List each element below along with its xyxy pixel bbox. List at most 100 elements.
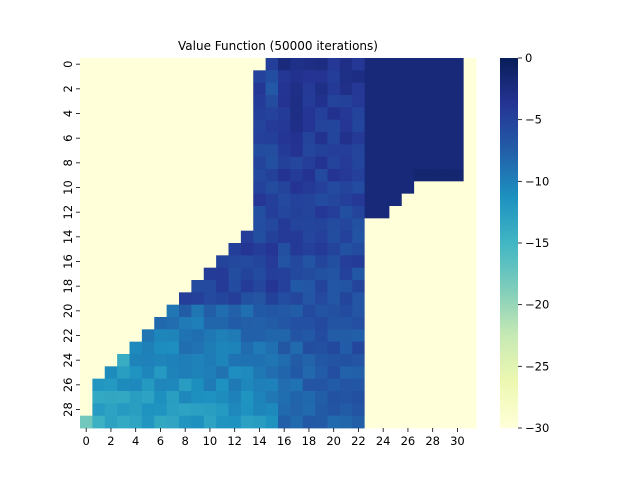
y-tick-label: 12: [61, 205, 75, 220]
heatmap-cell: [352, 58, 366, 71]
heatmap-cell: [179, 391, 192, 404]
heatmap-cell: [463, 366, 477, 380]
heatmap-cell: [414, 292, 427, 306]
heatmap-cell: [166, 415, 180, 429]
heatmap-cell: [414, 415, 427, 429]
heatmap-cell: [141, 366, 155, 380]
colorbar-tick-label: −25: [525, 359, 549, 373]
heatmap-cell: [203, 70, 217, 84]
heatmap-cell: [253, 169, 267, 182]
heatmap-cell: [141, 95, 155, 108]
heatmap-cell: [129, 255, 143, 269]
heatmap-cell: [240, 181, 254, 195]
heatmap-cell: [203, 317, 217, 330]
heatmap-cell: [228, 243, 242, 256]
heatmap-cell: [290, 304, 304, 318]
heatmap-cell: [179, 255, 192, 269]
heatmap-cell: [426, 317, 440, 330]
heatmap-cell: [240, 156, 254, 170]
heatmap-cell: [315, 403, 328, 417]
heatmap-cell: [80, 144, 93, 158]
heatmap-cell: [401, 132, 415, 145]
heatmap-cell: [228, 206, 242, 219]
heatmap-cell: [191, 70, 205, 84]
heatmap-cell: [414, 255, 427, 269]
heatmap-cell: [240, 255, 254, 269]
heatmap-cell: [117, 230, 130, 244]
heatmap-cell: [302, 391, 316, 404]
heatmap-cell: [377, 354, 390, 367]
heatmap-cell: [364, 206, 378, 219]
heatmap-cell: [414, 107, 427, 121]
heatmap-cell: [141, 132, 155, 145]
heatmap-cell: [92, 218, 106, 232]
heatmap-cell: [240, 354, 254, 367]
heatmap-cell: [426, 107, 440, 121]
heatmap-cell: [216, 119, 229, 133]
heatmap-cell: [302, 280, 316, 293]
heatmap-cell: [352, 329, 366, 343]
heatmap-cell: [339, 243, 353, 256]
heatmap-cell: [278, 95, 291, 108]
heatmap-cell: [191, 354, 205, 367]
heatmap-cell: [438, 403, 452, 417]
heatmap-cell: [179, 144, 192, 158]
heatmap-cell: [216, 366, 229, 380]
heatmap-cell: [389, 70, 403, 84]
heatmap-cell: [302, 366, 316, 380]
heatmap-cell: [426, 366, 440, 380]
x-tick-label: 8: [182, 434, 189, 448]
heatmap-cell: [240, 144, 254, 158]
heatmap-cell: [129, 329, 143, 343]
heatmap-cell: [253, 403, 267, 417]
heatmap-cell: [129, 366, 143, 380]
heatmap-cell: [154, 70, 168, 84]
x-tick-label: 16: [277, 434, 292, 448]
heatmap-cell: [216, 341, 229, 355]
y-tick-label: 2: [61, 85, 75, 92]
heatmap-cell: [154, 292, 168, 306]
heatmap-cell: [315, 267, 328, 281]
x-tick-label: 30: [450, 434, 465, 448]
heatmap-cell: [438, 280, 452, 293]
heatmap-cell: [228, 144, 242, 158]
heatmap-cell: [339, 181, 353, 195]
heatmap-cell: [240, 378, 254, 392]
heatmap-cell: [352, 230, 366, 244]
heatmap-cell: [129, 181, 143, 195]
heatmap-cell: [253, 366, 267, 380]
heatmap-cell: [104, 243, 118, 256]
heatmap-cell: [463, 119, 477, 133]
heatmap-cell: [129, 82, 143, 96]
heatmap-cell: [80, 156, 93, 170]
x-tick-label: 28: [425, 434, 440, 448]
heatmap-cell: [414, 70, 427, 84]
heatmap-cell: [154, 107, 168, 121]
heatmap-cell: [191, 280, 205, 293]
heatmap-cell: [141, 415, 155, 429]
heatmap-cell: [414, 181, 427, 195]
heatmap-cell: [438, 243, 452, 256]
heatmap-cell: [166, 341, 180, 355]
heatmap-cell: [315, 255, 328, 269]
heatmap-cell: [117, 132, 130, 145]
heatmap-cell: [290, 366, 304, 380]
heatmap-cell: [191, 317, 205, 330]
heatmap-cell: [290, 230, 304, 244]
heatmap-cell: [364, 107, 378, 121]
heatmap-cell: [389, 341, 403, 355]
heatmap-cell: [179, 119, 192, 133]
heatmap-cell: [389, 415, 403, 429]
heatmap-cell: [104, 280, 118, 293]
heatmap-cell: [265, 218, 279, 232]
heatmap-cell: [389, 218, 403, 232]
heatmap-cell: [364, 70, 378, 84]
heatmap-cell: [253, 132, 267, 145]
y-tick-label: 4: [61, 110, 75, 117]
heatmap-cell: [389, 144, 403, 158]
heatmap-cell: [364, 218, 378, 232]
heatmap-cell: [228, 193, 242, 207]
heatmap-cell: [339, 391, 353, 404]
heatmap-cell: [451, 341, 465, 355]
x-axis: 0 2 4 6 8 10 12 14 16 18 20 22 24 26 28 30: [83, 428, 465, 448]
